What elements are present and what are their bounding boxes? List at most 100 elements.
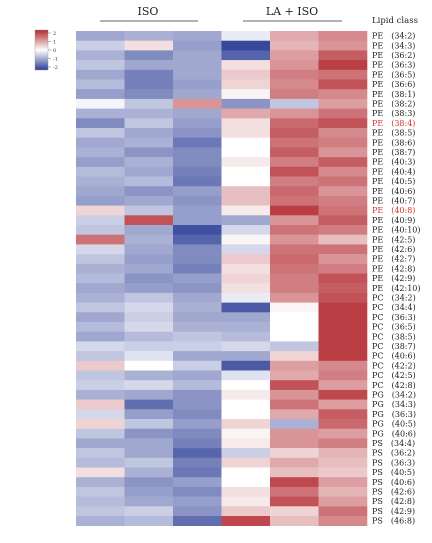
row-label: PS (34:4) <box>372 439 415 448</box>
heatmap-cell <box>221 322 271 332</box>
heatmap-cell <box>124 438 174 449</box>
heatmap-cell <box>318 128 368 138</box>
heatmap-cell <box>221 157 271 168</box>
heatmap-cell <box>270 79 319 90</box>
legend-colorbar <box>34 29 49 71</box>
heatmap-cell <box>318 244 368 255</box>
heatmap-cell <box>270 263 319 274</box>
heatmap-cell <box>173 137 222 148</box>
heatmap-cell <box>76 147 125 158</box>
heatmap-cell <box>270 69 319 80</box>
heatmap-cell <box>124 137 174 148</box>
row-label: PE (36:5) <box>372 70 415 79</box>
heatmap-cell <box>124 496 174 507</box>
heatmap-cell <box>124 69 174 80</box>
heatmap-cell <box>124 428 174 439</box>
heatmap-cell <box>76 69 125 80</box>
heatmap-cell <box>270 302 319 313</box>
heatmap-cell <box>221 399 271 410</box>
heatmap-cell <box>173 399 222 410</box>
heatmap-cell <box>124 516 174 526</box>
heatmap-cell <box>318 428 368 439</box>
heatmap-cell <box>270 118 319 129</box>
heatmap-cell <box>124 166 174 177</box>
row-label: PE (36:6) <box>372 80 415 89</box>
heatmap-cell <box>76 360 125 371</box>
heatmap-cell <box>173 244 222 255</box>
heatmap-cell <box>124 292 174 303</box>
heatmap-cell <box>270 50 319 61</box>
heatmap-cell <box>318 351 368 362</box>
heatmap-cell <box>270 60 319 71</box>
heatmap-cell <box>124 351 174 362</box>
row-label: PC (36:5) <box>372 323 416 332</box>
heatmap-cell <box>318 176 368 187</box>
heatmap-cell <box>270 370 319 381</box>
heatmap-cell <box>124 157 174 168</box>
heatmap-cell <box>76 157 125 168</box>
heatmap-cell <box>221 273 271 284</box>
heatmap-cell <box>221 215 271 226</box>
heatmap-cell <box>173 360 222 371</box>
heatmap-cell <box>173 351 222 362</box>
row-label: PE (42:7) <box>372 255 415 264</box>
heatmap-cell <box>124 312 174 323</box>
heatmap-cell <box>124 467 174 478</box>
row-label: PG (40:6) <box>372 429 416 438</box>
heatmap-cell <box>124 302 174 313</box>
heatmap-cell <box>173 254 222 265</box>
heatmap-cell <box>318 108 368 119</box>
heatmap-cell <box>270 351 319 362</box>
row-label: PC (40:6) <box>372 352 416 361</box>
heatmap-cell <box>221 370 271 381</box>
legend-tick-label: -2 <box>53 65 58 71</box>
row-label: PS (42:9) <box>372 507 415 516</box>
row-label: PS (40:6) <box>372 478 415 487</box>
heatmap-cell <box>173 419 222 429</box>
heatmap-cell <box>318 195 368 206</box>
heatmap-cell <box>270 176 319 187</box>
heatmap-cell <box>318 312 368 323</box>
row-label: PE (40:7) <box>372 196 415 205</box>
row-label: PG (36:3) <box>372 410 416 419</box>
heatmap-cell <box>124 108 174 119</box>
heatmap-cell <box>76 419 125 429</box>
heatmap-cell <box>221 351 271 362</box>
heatmap-cell <box>221 89 271 100</box>
heatmap-cell <box>221 506 271 517</box>
heatmap-cell <box>173 79 222 90</box>
heatmap-cell <box>124 40 174 51</box>
heatmap-cell <box>76 244 125 255</box>
heatmap-cell <box>270 31 319 41</box>
heatmap-cell <box>270 477 319 488</box>
heatmap-cell <box>318 438 368 449</box>
heatmap-cell <box>221 205 271 216</box>
heatmap-cell <box>124 380 174 391</box>
heatmap-cell <box>221 389 271 400</box>
heatmap-cell <box>221 263 271 274</box>
heatmap-cell <box>221 380 271 391</box>
heatmap-cell <box>318 419 368 429</box>
heatmap-cell <box>173 166 222 177</box>
heatmap-cell <box>76 108 125 119</box>
heatmap-cell <box>221 69 271 80</box>
heatmap-cell <box>76 331 125 342</box>
legend-tick-label: -1 <box>53 56 58 62</box>
heatmap-cell <box>124 176 174 187</box>
heatmap-cell <box>318 506 368 517</box>
heatmap-cell <box>318 254 368 265</box>
heatmap-cell <box>124 215 174 226</box>
heatmap-cell <box>270 166 319 177</box>
heatmap-cell <box>318 31 368 41</box>
heatmap-cell <box>318 389 368 400</box>
row-label: PE (38:5) <box>372 129 415 138</box>
heatmap-cell <box>173 331 222 342</box>
row-labels: PE (34:2)PE (34:3)PE (36:2)PE (36:3)PE (… <box>372 32 421 526</box>
heatmap-cell <box>76 312 125 323</box>
heatmap-cell <box>221 147 271 158</box>
row-label: PE (38:6) <box>372 138 415 147</box>
heatmap-cell <box>173 292 222 303</box>
heatmap-cell <box>76 215 125 226</box>
heatmap-cell <box>221 457 271 468</box>
row-label: PE (40:4) <box>372 167 415 176</box>
